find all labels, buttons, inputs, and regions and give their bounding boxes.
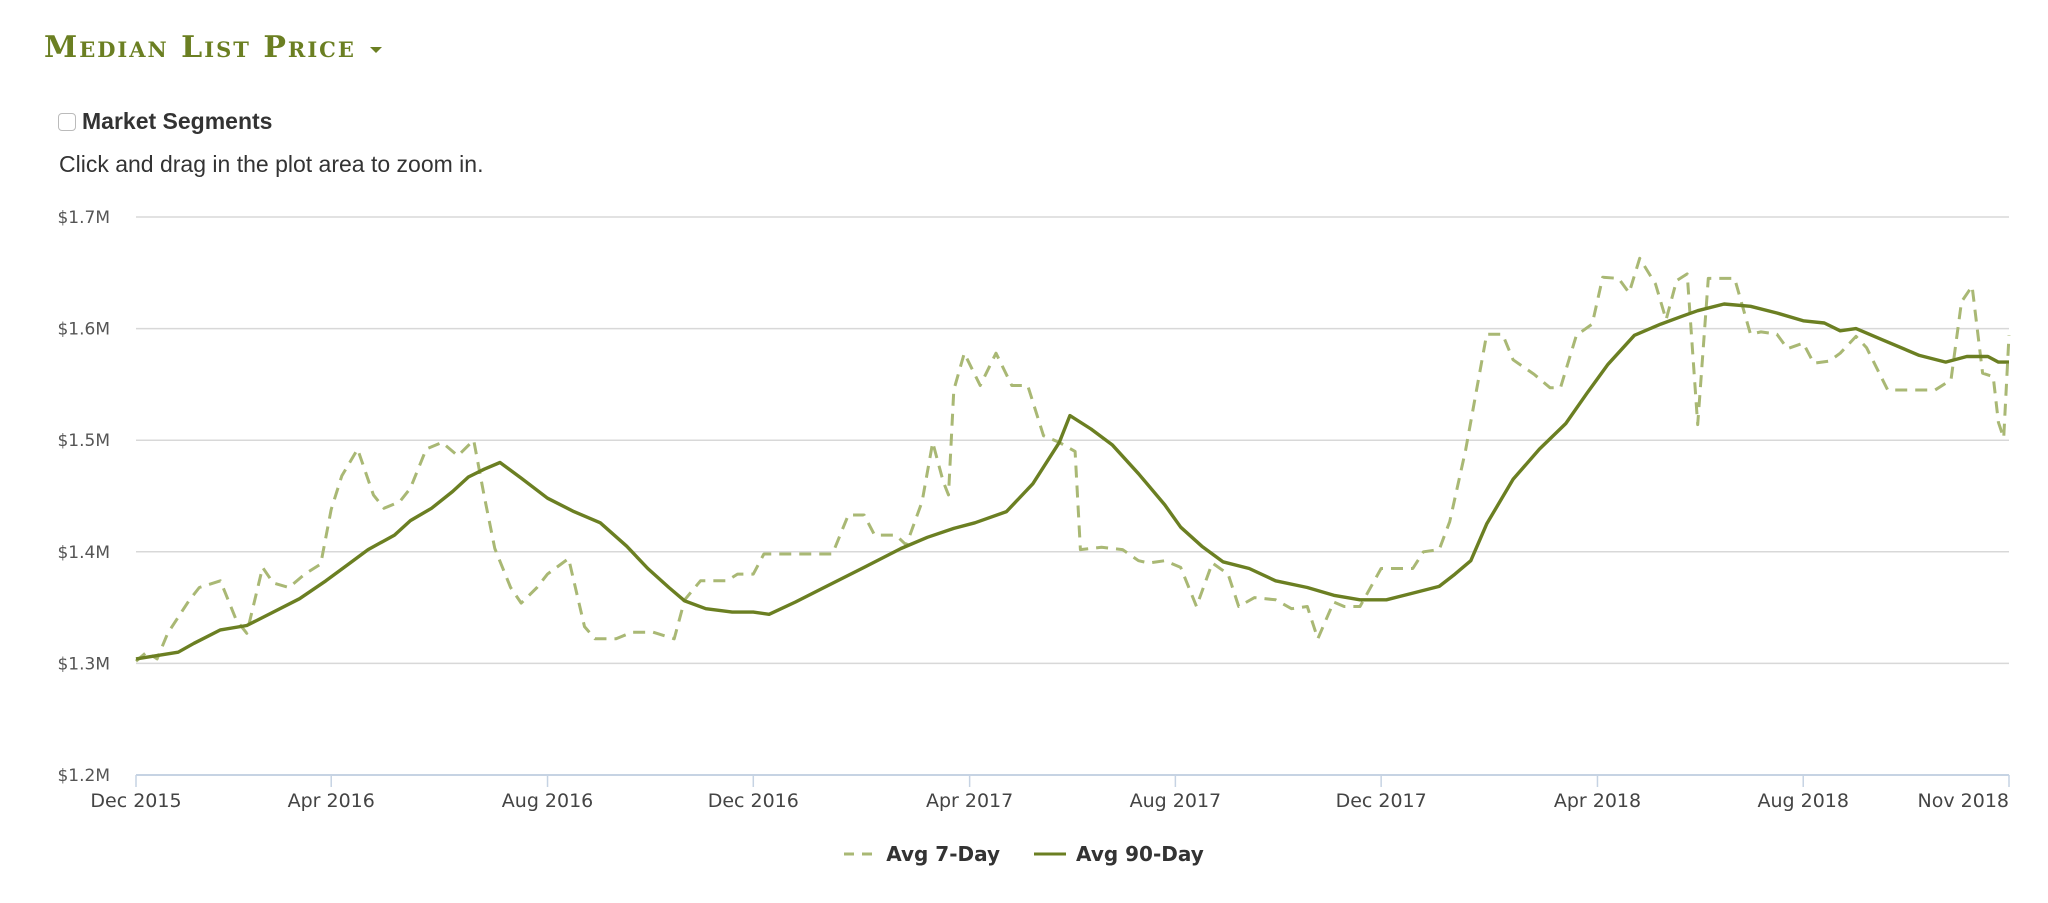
y-tick-label: $1.7M [57,208,110,228]
y-tick-label: $1.3M [57,654,110,674]
legend-item-avg-7-day[interactable]: Avg 7-Day [844,842,1000,866]
y-axis-labels: $1.2M $1.3M $1.4M $1.5M $1.6M $1.7M [57,208,110,786]
x-tick-label: Dec 2015 [90,790,181,812]
x-tick-label: Aug 2016 [502,790,594,812]
x-tick-label: Aug 2018 [1757,790,1849,812]
x-tick-label: Apr 2018 [1554,790,1641,812]
x-tick-label: Dec 2017 [1336,790,1427,812]
x-tick-label: Dec 2016 [708,790,799,812]
gridlines [136,216,2009,665]
series-avg-90-day[interactable] [135,302,2009,661]
market-segments-checkbox[interactable] [58,112,76,131]
series-lines [135,256,2011,663]
page-title: Median List Price [44,30,356,65]
y-tick-label: $1.4M [57,543,110,563]
market-segments-label: Market Segments [82,108,273,134]
x-tick-label: Aug 2017 [1130,790,1222,812]
dashed-line-icon [844,852,877,856]
zoom-hint: Click and drag in the plot area to zoom … [59,151,484,177]
x-axis: Dec 2015 Apr 2016 Aug 2016 Dec 2016 Apr 2017… [90,774,2010,812]
y-tick-label: $1.5M [57,431,110,451]
y-tick-label: $1.2M [57,766,110,786]
y-tick-label: $1.6M [57,320,110,340]
series-avg-7-day[interactable] [135,256,2011,663]
legend-item-avg-90-day[interactable]: Avg 90-Day [1034,842,1204,866]
metric-dropdown[interactable]: Median List Price [44,30,382,65]
x-tick-label: Apr 2016 [288,790,375,812]
market-segments-toggle[interactable]: Market Segments [58,108,272,135]
x-tick-label: Nov 2018 [1918,790,2009,812]
legend-label: Avg 7-Day [886,842,1001,866]
solid-line-icon [1034,852,1067,856]
x-tick-label: Apr 2017 [926,790,1013,812]
legend-label: Avg 90-Day [1076,842,1204,866]
legend: Avg 7-Day Avg 90-Day [0,842,2048,866]
caret-down-icon [369,46,382,53]
